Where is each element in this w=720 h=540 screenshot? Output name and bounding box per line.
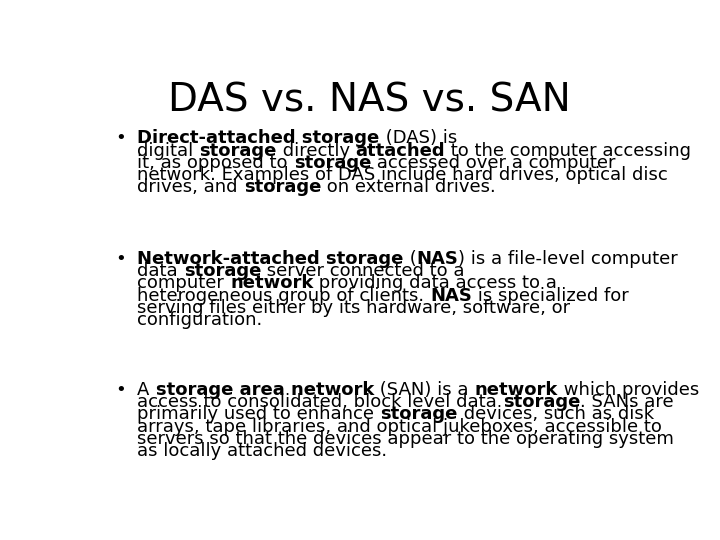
Text: . SANs are: . SANs are xyxy=(580,393,674,411)
Text: data: data xyxy=(138,262,184,280)
Text: Direct-attached storage: Direct-attached storage xyxy=(138,129,379,147)
Text: access to consolidated, block level data: access to consolidated, block level data xyxy=(138,393,503,411)
Text: •: • xyxy=(115,129,126,147)
Text: accessed over a computer: accessed over a computer xyxy=(371,154,616,172)
Text: drives, and: drives, and xyxy=(138,178,243,197)
Text: servers so that the devices appear to the operating system: servers so that the devices appear to th… xyxy=(138,430,675,448)
Text: serving files either by its hardware, software, or: serving files either by its hardware, so… xyxy=(138,299,570,317)
Text: network: network xyxy=(230,274,313,292)
Text: configuration.: configuration. xyxy=(138,311,263,329)
Text: storage: storage xyxy=(294,154,371,172)
Text: (: ( xyxy=(404,250,417,268)
Text: attached: attached xyxy=(356,141,445,159)
Text: devices, such as disk: devices, such as disk xyxy=(457,406,654,423)
Text: storage: storage xyxy=(184,262,261,280)
Text: A: A xyxy=(138,381,156,399)
Text: heterogeneous group of clients.: heterogeneous group of clients. xyxy=(138,287,431,305)
Text: digital: digital xyxy=(138,141,199,159)
Text: network. Examples of DAS include hard drives, optical disc: network. Examples of DAS include hard dr… xyxy=(138,166,668,184)
Text: storage: storage xyxy=(199,141,276,159)
Text: it, as opposed to: it, as opposed to xyxy=(138,154,294,172)
Text: (DAS) is: (DAS) is xyxy=(379,129,457,147)
Text: •: • xyxy=(115,250,126,268)
Text: DAS vs. NAS vs. SAN: DAS vs. NAS vs. SAN xyxy=(168,82,570,119)
Text: storage area network: storage area network xyxy=(156,381,374,399)
Text: network: network xyxy=(474,381,557,399)
Text: to the computer accessing: to the computer accessing xyxy=(445,141,691,159)
Text: NAS: NAS xyxy=(431,287,472,305)
Text: is specialized for: is specialized for xyxy=(472,287,629,305)
Text: storage: storage xyxy=(503,393,580,411)
Text: as locally attached devices.: as locally attached devices. xyxy=(138,442,387,460)
Text: (SAN) is a: (SAN) is a xyxy=(374,381,474,399)
Text: primarily used to enhance: primarily used to enhance xyxy=(138,406,380,423)
Text: which provides: which provides xyxy=(557,381,699,399)
Text: providing data access to a: providing data access to a xyxy=(313,274,557,292)
Text: storage: storage xyxy=(243,178,321,197)
Text: on external drives.: on external drives. xyxy=(321,178,496,197)
Text: NAS: NAS xyxy=(417,250,459,268)
Text: server connected to a: server connected to a xyxy=(261,262,464,280)
Text: Network-attached storage: Network-attached storage xyxy=(138,250,404,268)
Text: •: • xyxy=(115,381,126,399)
Text: ) is a file-level computer: ) is a file-level computer xyxy=(459,250,678,268)
Text: computer: computer xyxy=(138,274,230,292)
Text: directly: directly xyxy=(276,141,356,159)
Text: storage: storage xyxy=(380,406,457,423)
Text: arrays, tape libraries, and optical jukeboxes, accessible to: arrays, tape libraries, and optical juke… xyxy=(138,417,662,436)
